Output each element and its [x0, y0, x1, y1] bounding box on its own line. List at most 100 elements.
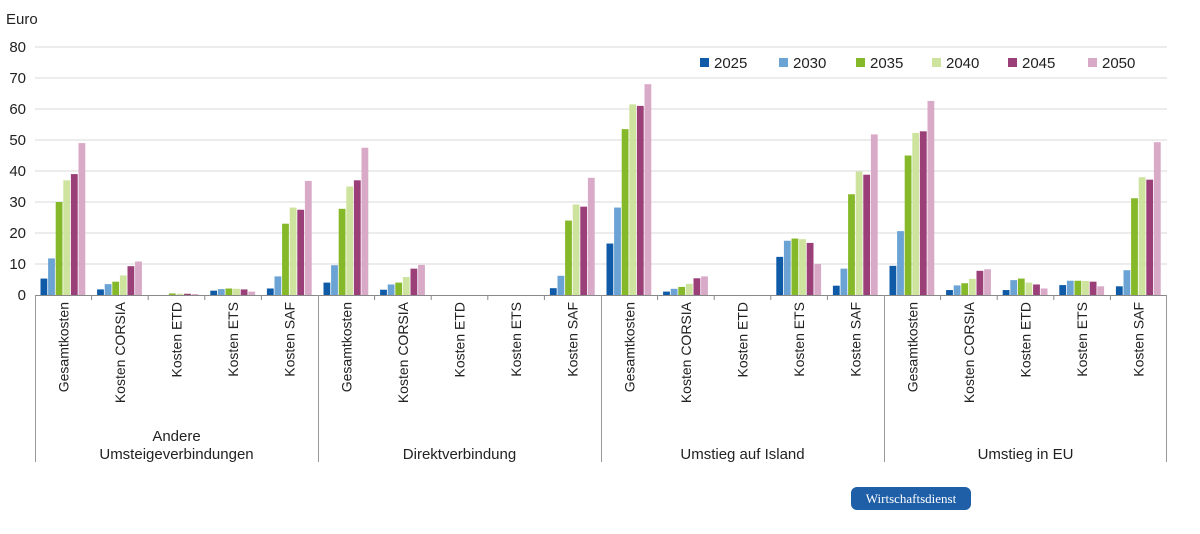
bar-2030 — [783, 240, 791, 295]
legend-swatch-2035 — [856, 58, 865, 67]
bar-2045 — [297, 209, 305, 295]
bar-2050 — [191, 294, 199, 295]
bar-2035 — [678, 286, 686, 295]
bar-2040 — [799, 239, 806, 295]
bar-2045 — [353, 180, 361, 295]
bar-2045 — [410, 268, 418, 295]
bar-2050 — [361, 147, 369, 295]
category-label: Kosten ETD — [1018, 302, 1034, 377]
y-tick-label: 40 — [9, 163, 26, 180]
bar-2035 — [565, 220, 572, 295]
bar-2025 — [380, 289, 387, 295]
bar-2045 — [240, 289, 248, 295]
bar-2040 — [855, 171, 863, 295]
bar-2025 — [549, 288, 557, 295]
bar-2030 — [48, 258, 55, 295]
y-tick-label: 0 — [18, 287, 26, 304]
bar-2035 — [168, 293, 176, 295]
bar-2030 — [274, 276, 282, 295]
bar-2045 — [863, 174, 871, 295]
category-label: Kosten ETS — [508, 302, 524, 377]
bar-2035 — [848, 194, 855, 295]
group-label: Umstieg auf Island — [680, 446, 804, 463]
bar-2045 — [127, 266, 135, 295]
y-tick-label: 20 — [9, 225, 26, 242]
bar-2025 — [606, 243, 614, 295]
y-axis-label: Euro — [6, 11, 38, 28]
bar-2025 — [889, 265, 897, 295]
bar-2040 — [1138, 177, 1146, 295]
gridlines — [35, 46, 1167, 265]
bar-2050 — [135, 261, 142, 295]
bar-2045 — [70, 174, 78, 295]
bar-2050 — [587, 177, 595, 295]
bar-2040 — [685, 283, 693, 295]
bar-2035 — [338, 208, 346, 295]
bar-2030 — [557, 275, 565, 295]
bar-2030 — [953, 285, 961, 295]
bar-2050 — [644, 84, 652, 295]
publisher-badge: Wirtschaftsdienst — [851, 487, 971, 510]
bar-2050 — [1097, 286, 1105, 295]
bar-2025 — [1002, 290, 1010, 295]
category-label: Kosten ETS — [791, 302, 807, 377]
legend-label: 2045 — [1022, 55, 1055, 72]
legend-swatch-2045 — [1008, 58, 1017, 67]
category-label: Gesamtkosten — [55, 302, 71, 392]
group-label: Andere — [152, 428, 200, 445]
bar-2035 — [112, 281, 120, 295]
legend-swatch-2050 — [1088, 58, 1097, 67]
bar-2045 — [693, 278, 701, 295]
bar-2025 — [97, 289, 104, 295]
bar-2025 — [40, 278, 48, 295]
bar-2040 — [1025, 282, 1033, 295]
bar-2030 — [1123, 270, 1131, 295]
bar-2040 — [63, 180, 71, 295]
bar-2045 — [184, 293, 191, 295]
category-label: Kosten SAF — [282, 302, 298, 377]
bar-2035 — [225, 288, 233, 295]
category-label: Gesamtkosten — [621, 302, 637, 392]
bar-2050 — [701, 276, 708, 295]
bar-2040 — [912, 132, 920, 295]
bar-2045 — [1033, 284, 1040, 295]
category-label: Kosten SAF — [1131, 302, 1147, 377]
bar-2040 — [629, 104, 637, 295]
y-tick-label: 30 — [9, 194, 26, 211]
bar-2040 — [119, 275, 127, 295]
bar-2045 — [1089, 281, 1097, 295]
bar-2040 — [1082, 281, 1089, 295]
bar-2045 — [919, 131, 927, 295]
legend: 2025 2030 2035 2040 2045 2050 — [700, 55, 1135, 72]
category-label: Kosten ETS — [225, 302, 241, 377]
bar-2050 — [984, 269, 991, 295]
bar-2025 — [776, 256, 784, 295]
bar-2030 — [104, 284, 112, 295]
group-label: Umsteigeverbindungen — [99, 446, 253, 463]
y-axis: 0 10 20 30 40 50 60 70 80 — [9, 39, 26, 304]
legend-label: 2030 — [793, 55, 826, 72]
y-tick-label: 50 — [9, 132, 26, 149]
bar-2025 — [266, 288, 274, 295]
legend-label: 2050 — [1102, 55, 1135, 72]
bar-2025 — [1059, 285, 1067, 295]
bar-2030 — [1066, 280, 1074, 295]
bar-2025 — [323, 282, 331, 295]
category-label: Kosten CORSIA — [961, 301, 977, 403]
bar-2045 — [636, 105, 644, 296]
bar-2030 — [670, 288, 678, 295]
bar-2035 — [1074, 280, 1082, 295]
bars — [40, 84, 1161, 296]
bar-2045 — [580, 206, 588, 295]
legend-label: 2025 — [714, 55, 747, 72]
bar-2025 — [832, 285, 840, 295]
bar-2040 — [176, 293, 184, 295]
bar-2035 — [904, 155, 912, 295]
legend-label: 2035 — [870, 55, 903, 72]
bar-2045 — [806, 242, 814, 295]
bar-2040 — [346, 186, 354, 295]
bar-2035 — [1017, 278, 1025, 295]
category-label: Kosten ETD — [452, 302, 468, 377]
bar-2025 — [946, 290, 953, 295]
category-label: Kosten ETD — [735, 302, 751, 377]
